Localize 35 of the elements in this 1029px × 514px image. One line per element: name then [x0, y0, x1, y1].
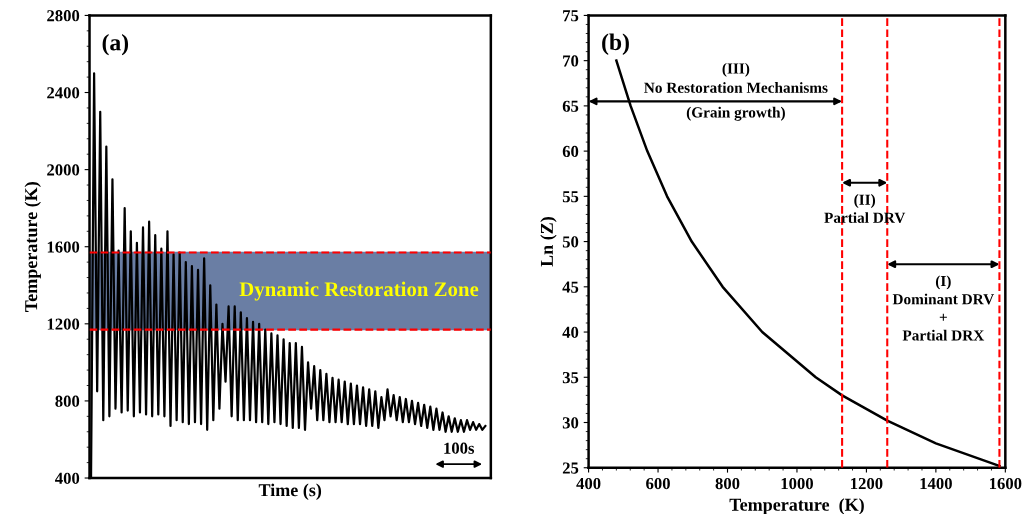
- y-tick-label: 2800: [47, 10, 80, 22]
- x-tick-label: 1600: [990, 477, 1022, 490]
- annotation: (II) Partial DRV: [824, 194, 906, 224]
- y-tick-label: 55: [562, 191, 579, 203]
- y-tick-label: 70: [563, 55, 579, 67]
- x-tick-label: 800: [715, 477, 740, 490]
- annotation: (b): [602, 33, 629, 55]
- y-tick-label: 75: [563, 10, 579, 22]
- y-tick-label: 60: [562, 145, 579, 158]
- y-tick-label: 65: [562, 100, 579, 112]
- y-tick-label: 30: [562, 417, 579, 429]
- x-tick-label: 600: [646, 477, 670, 490]
- y-tick-label: 2000: [47, 164, 80, 176]
- annotation: (III) No Restoration Mechanisms (Grain growth): [644, 62, 828, 121]
- y-tick-label: 50: [562, 236, 579, 248]
- y-tick-label: 1600: [47, 241, 80, 253]
- y-tick-label: 25: [562, 462, 579, 474]
- band-label: Dynamic Restoration Zone: [239, 281, 479, 301]
- y-tick-label: 1200: [47, 318, 80, 330]
- y-tick-label: 45: [562, 281, 579, 293]
- x-tick-label: 1000: [781, 477, 813, 490]
- x-tick-label: 1200: [851, 477, 883, 490]
- annotation: (I) Dominant DRV + Partial DRX: [892, 275, 995, 341]
- y-tick-label: 35: [562, 372, 579, 384]
- x-axis-title: Time (s): [258, 483, 322, 500]
- y-axis-title: Ln (Z): [540, 217, 557, 267]
- y-axis-title: Temperature (K): [24, 182, 41, 312]
- annotation: 100s: [444, 442, 475, 454]
- x-tick-label: 1400: [920, 477, 952, 490]
- x-tick-label: 400: [576, 477, 601, 490]
- annotation: (a): [102, 33, 129, 56]
- y-tick-label: 40: [562, 326, 579, 338]
- y-tick-label: 800: [55, 395, 80, 407]
- x-axis-title: Temperature (K): [729, 498, 864, 514]
- y-tick-label: 2400: [47, 87, 80, 99]
